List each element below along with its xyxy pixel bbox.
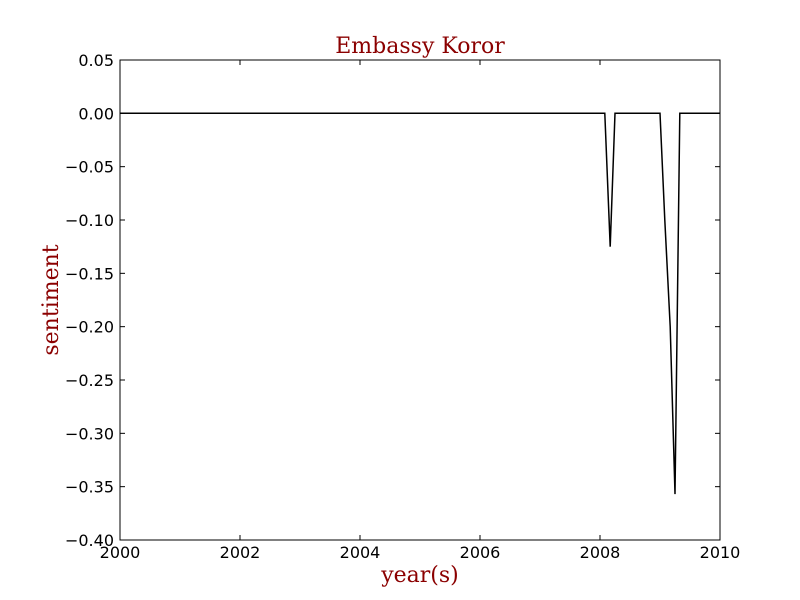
x-tick-label: 2002 bbox=[220, 543, 261, 562]
y-tick-label: −0.40 bbox=[65, 531, 114, 550]
x-tick-label: 2004 bbox=[340, 543, 381, 562]
chart-title: Embassy Koror bbox=[335, 34, 505, 59]
y-tick-label: −0.10 bbox=[65, 211, 114, 230]
y-tick-label: −0.30 bbox=[65, 424, 114, 443]
y-tick-label: 0.05 bbox=[78, 51, 114, 70]
y-tick-label: −0.35 bbox=[65, 478, 114, 497]
y-tick-label: −0.20 bbox=[65, 318, 114, 337]
y-tick-label: −0.15 bbox=[65, 264, 114, 283]
x-axis-ticks: 2000 2002 2004 2006 2008 2010 bbox=[100, 60, 741, 562]
y-axis-ticks: 0.05 0.00 −0.05 −0.10 −0.15 −0.20 −0.25 −0.30 −0… bbox=[65, 51, 720, 550]
y-axis-label: sentiment bbox=[39, 244, 64, 355]
x-tick-label: 2008 bbox=[580, 543, 621, 562]
x-tick-label: 2010 bbox=[700, 543, 741, 562]
x-tick-label: 2000 bbox=[100, 543, 141, 562]
series-line bbox=[120, 112, 720, 495]
x-axis-label: year(s) bbox=[380, 563, 459, 588]
y-tick-label: 0.00 bbox=[78, 104, 114, 123]
plot-frame bbox=[119, 59, 721, 541]
y-tick-label: −0.05 bbox=[65, 158, 114, 177]
x-tick-label: 2006 bbox=[460, 543, 501, 562]
y-tick-label: −0.25 bbox=[65, 371, 114, 390]
